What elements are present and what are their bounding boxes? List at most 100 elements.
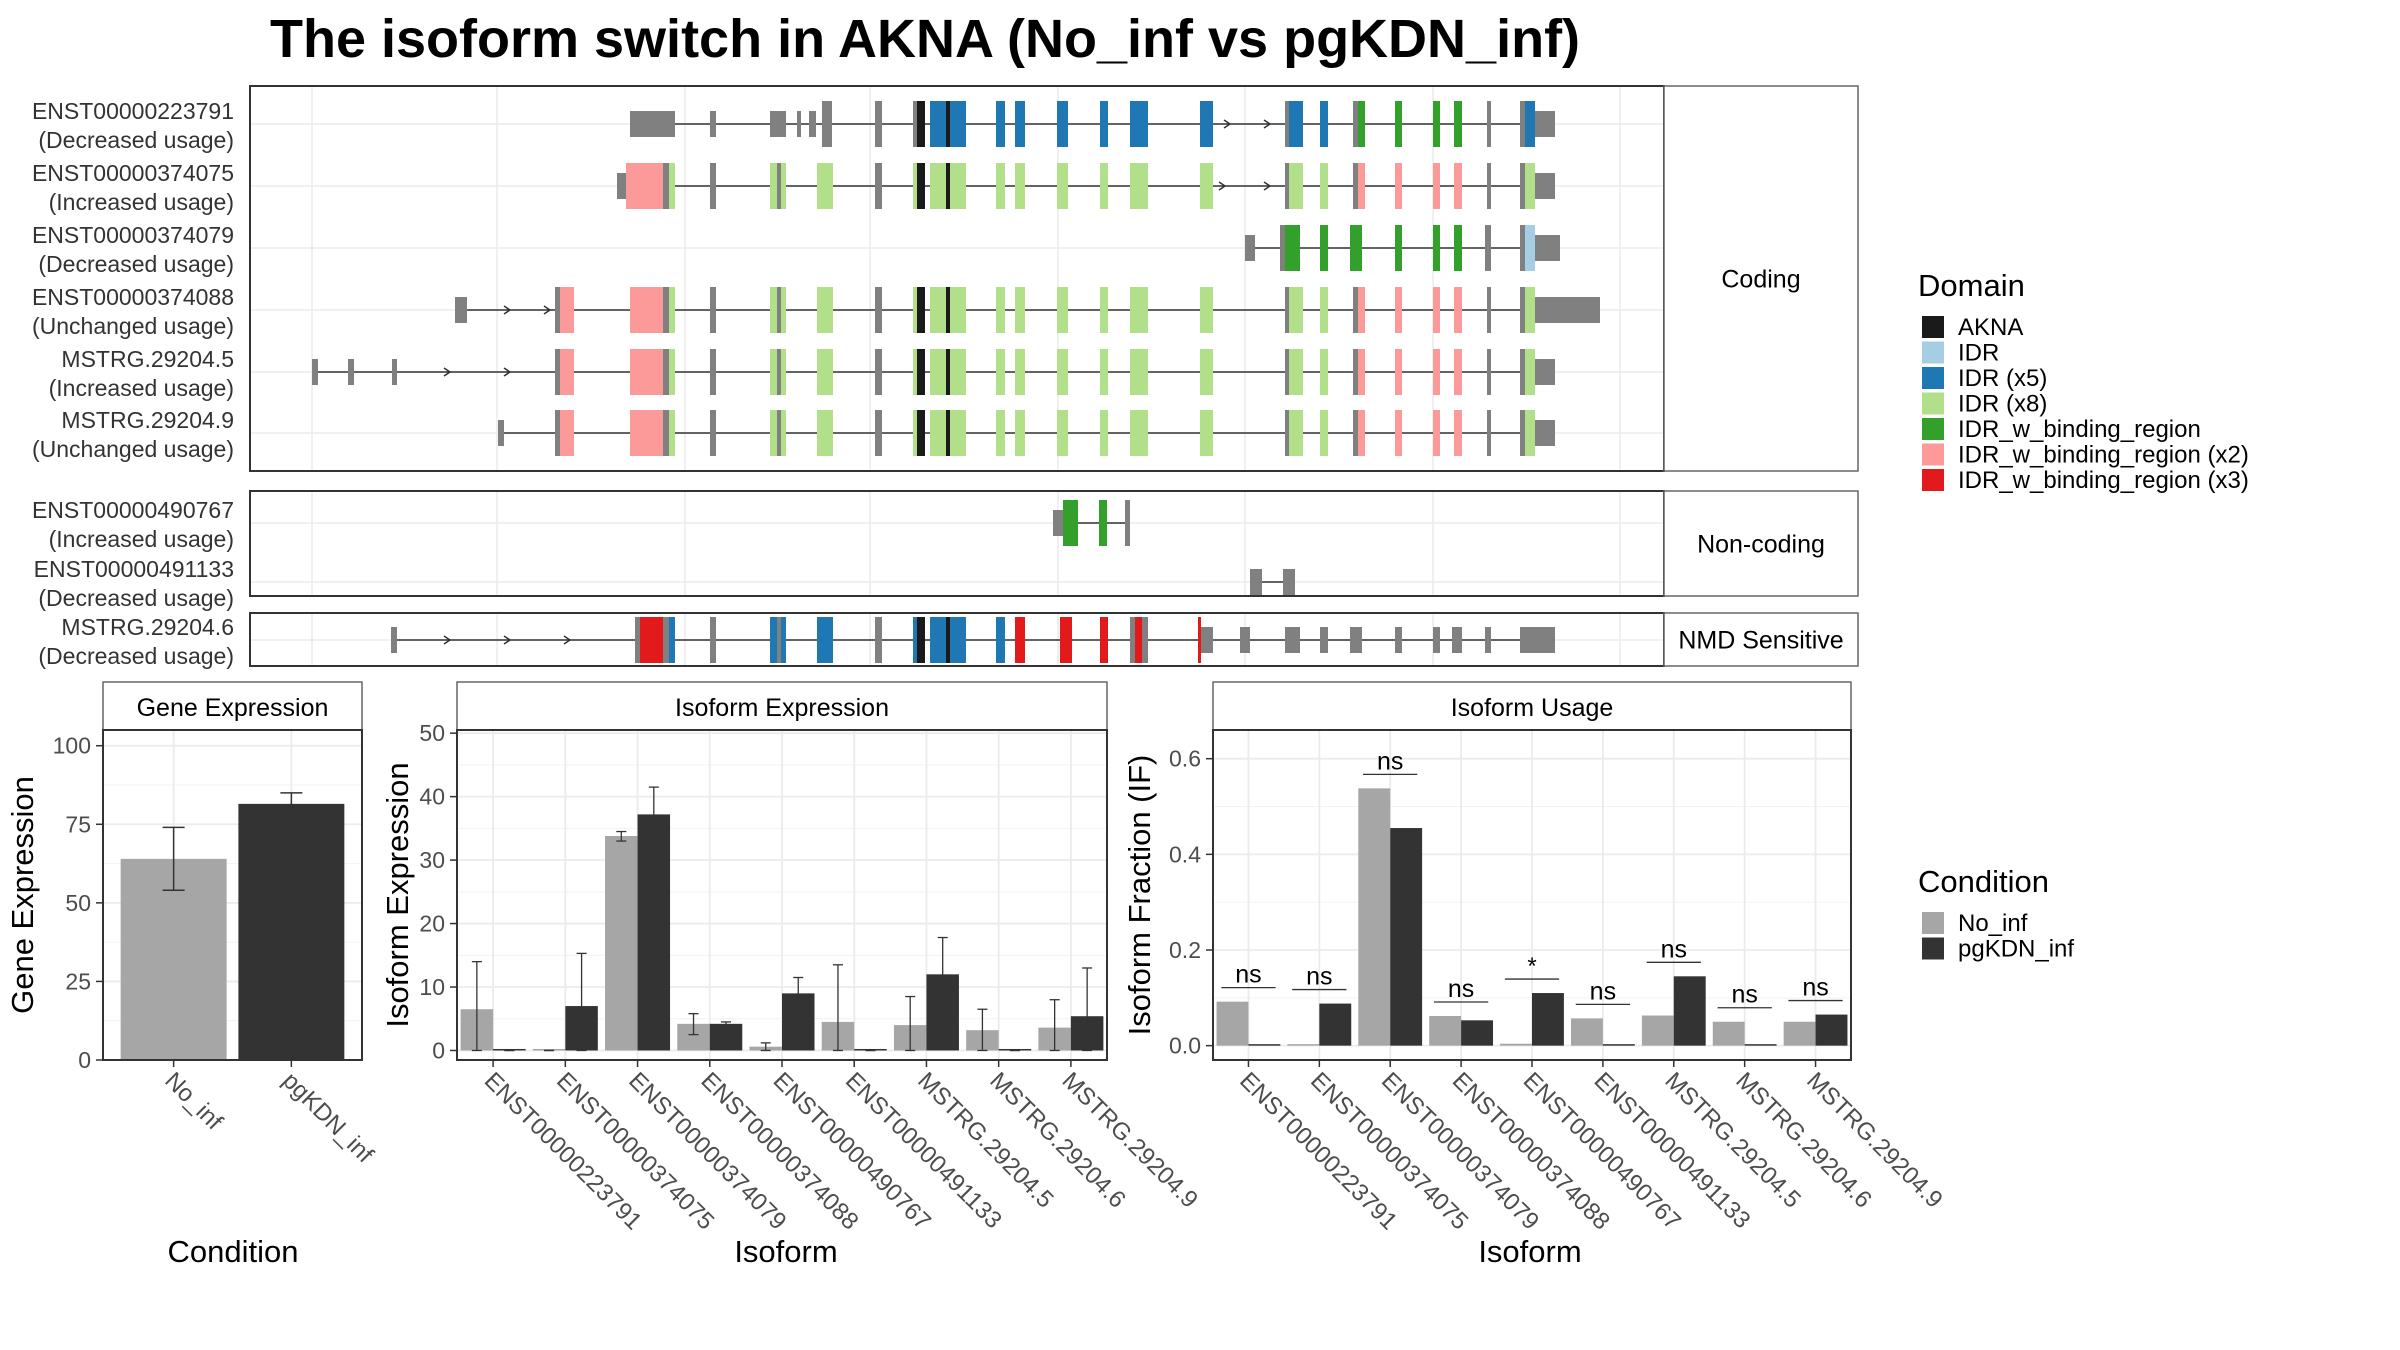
exon-segment xyxy=(498,420,504,446)
exon-segment xyxy=(917,349,925,395)
exon-segment xyxy=(1452,627,1462,653)
exon-segment xyxy=(822,101,832,147)
exon-segment xyxy=(781,349,786,395)
bar xyxy=(1744,1044,1777,1046)
exon-segment xyxy=(635,617,640,663)
y-tick-label: 0.4 xyxy=(1169,841,1201,867)
bar xyxy=(1358,788,1391,1046)
exon-segment xyxy=(1198,617,1201,663)
strand-arrow xyxy=(443,367,452,377)
exon-segment xyxy=(1100,349,1108,395)
exon-segment xyxy=(1320,410,1328,456)
exon-segment xyxy=(1395,627,1402,653)
legend-domain-swatch xyxy=(1922,418,1944,440)
exon-segment xyxy=(1285,349,1289,395)
bar xyxy=(1500,1043,1532,1046)
isoform-row-usage: (Unchanged usage) xyxy=(32,313,234,339)
legend-domain-label: IDR (x5) xyxy=(1958,365,2047,392)
exon-segment xyxy=(1353,287,1358,333)
exon-segment xyxy=(1487,287,1491,333)
exon-segment xyxy=(710,349,716,395)
chart-strip xyxy=(456,681,1108,731)
exon-segment xyxy=(1433,410,1440,456)
exon-segment xyxy=(1525,410,1535,456)
exon-segment xyxy=(1485,627,1491,653)
exon-segment xyxy=(1350,225,1362,271)
exon-segment xyxy=(1289,101,1303,147)
exon-segment xyxy=(1289,349,1303,395)
significance-label: ns xyxy=(1731,981,1757,1009)
y-tick-label: 40 xyxy=(419,784,445,810)
exon-segment xyxy=(817,163,833,209)
chart-panel-border xyxy=(102,729,363,1061)
y-tick-label: 0 xyxy=(78,1047,91,1073)
isoform-row-usage: (Unchanged usage) xyxy=(32,436,234,462)
exon-segment xyxy=(875,163,882,209)
bar xyxy=(605,835,638,1051)
exon-segment xyxy=(913,101,917,147)
exon-segment xyxy=(917,287,925,333)
exon-segment xyxy=(950,349,966,395)
exon-segment xyxy=(1487,410,1491,456)
exon-segment xyxy=(1433,101,1440,147)
legend-domain-label: IDR xyxy=(1958,340,1999,367)
exon-segment xyxy=(1535,111,1555,137)
bar xyxy=(1712,1021,1745,1046)
exon-segment xyxy=(1289,163,1303,209)
strand-arrow xyxy=(1223,119,1232,129)
exon-segment xyxy=(996,163,1005,209)
exon-segment xyxy=(777,349,781,395)
exon-segment xyxy=(946,101,950,147)
exon-segment xyxy=(1280,225,1285,271)
legend-domain-label: IDR (x8) xyxy=(1958,391,2047,418)
significance-label: ns xyxy=(1590,977,1616,1005)
legend-domain-swatch xyxy=(1922,443,1944,466)
exon-segment xyxy=(663,617,669,663)
exon-segment xyxy=(1250,569,1262,595)
isoform-row-usage: (Increased usage) xyxy=(49,189,234,215)
legend-condition-label: pgKDN_inf xyxy=(1958,936,2074,963)
exon-segment xyxy=(710,617,716,663)
exon-segment xyxy=(1487,163,1491,209)
exon-segment xyxy=(913,410,917,456)
exon-segment xyxy=(1395,410,1402,456)
exon-segment xyxy=(1130,410,1148,456)
exon-segment xyxy=(1395,349,1402,395)
exon-segment xyxy=(875,410,882,456)
exon-segment xyxy=(1433,627,1440,653)
exon-segment xyxy=(946,617,950,663)
exon-segment xyxy=(1320,101,1328,147)
exon-segment xyxy=(663,410,669,456)
exon-segment xyxy=(946,163,950,209)
isoform-row-usage: (Increased usage) xyxy=(49,526,234,552)
exon-segment xyxy=(875,101,882,147)
exon-segment xyxy=(1520,627,1555,653)
structure-strip-label: NMD Sensitive xyxy=(1678,627,1843,655)
exon-segment xyxy=(1525,101,1535,147)
exon-segment xyxy=(946,349,950,395)
structure-strip-label: Coding xyxy=(1721,266,1800,294)
exon-segment xyxy=(930,410,946,456)
exon-segment xyxy=(917,617,925,663)
structure-panel-bg xyxy=(250,491,1664,596)
exon-segment xyxy=(913,287,917,333)
exon-segment xyxy=(930,287,946,333)
exon-segment xyxy=(809,111,816,137)
exon-segment xyxy=(875,617,882,663)
bar xyxy=(1216,1001,1249,1046)
bar xyxy=(120,858,227,1060)
exon-segment xyxy=(710,287,716,333)
exon-segment xyxy=(996,349,1005,395)
exon-segment xyxy=(1433,287,1440,333)
bar xyxy=(854,1048,887,1051)
structure-strip xyxy=(1663,612,1859,667)
exon-segment xyxy=(392,359,397,385)
exon-segment xyxy=(950,101,966,147)
exon-segment xyxy=(1240,627,1250,653)
exon-segment xyxy=(996,287,1005,333)
legend-condition-label: No_inf xyxy=(1958,910,2028,937)
bar xyxy=(1429,1016,1462,1046)
bar xyxy=(1287,1044,1320,1046)
legend-condition-swatch xyxy=(1922,937,1944,960)
legend-domain-label: IDR_w_binding_region (x3) xyxy=(1958,467,2249,494)
